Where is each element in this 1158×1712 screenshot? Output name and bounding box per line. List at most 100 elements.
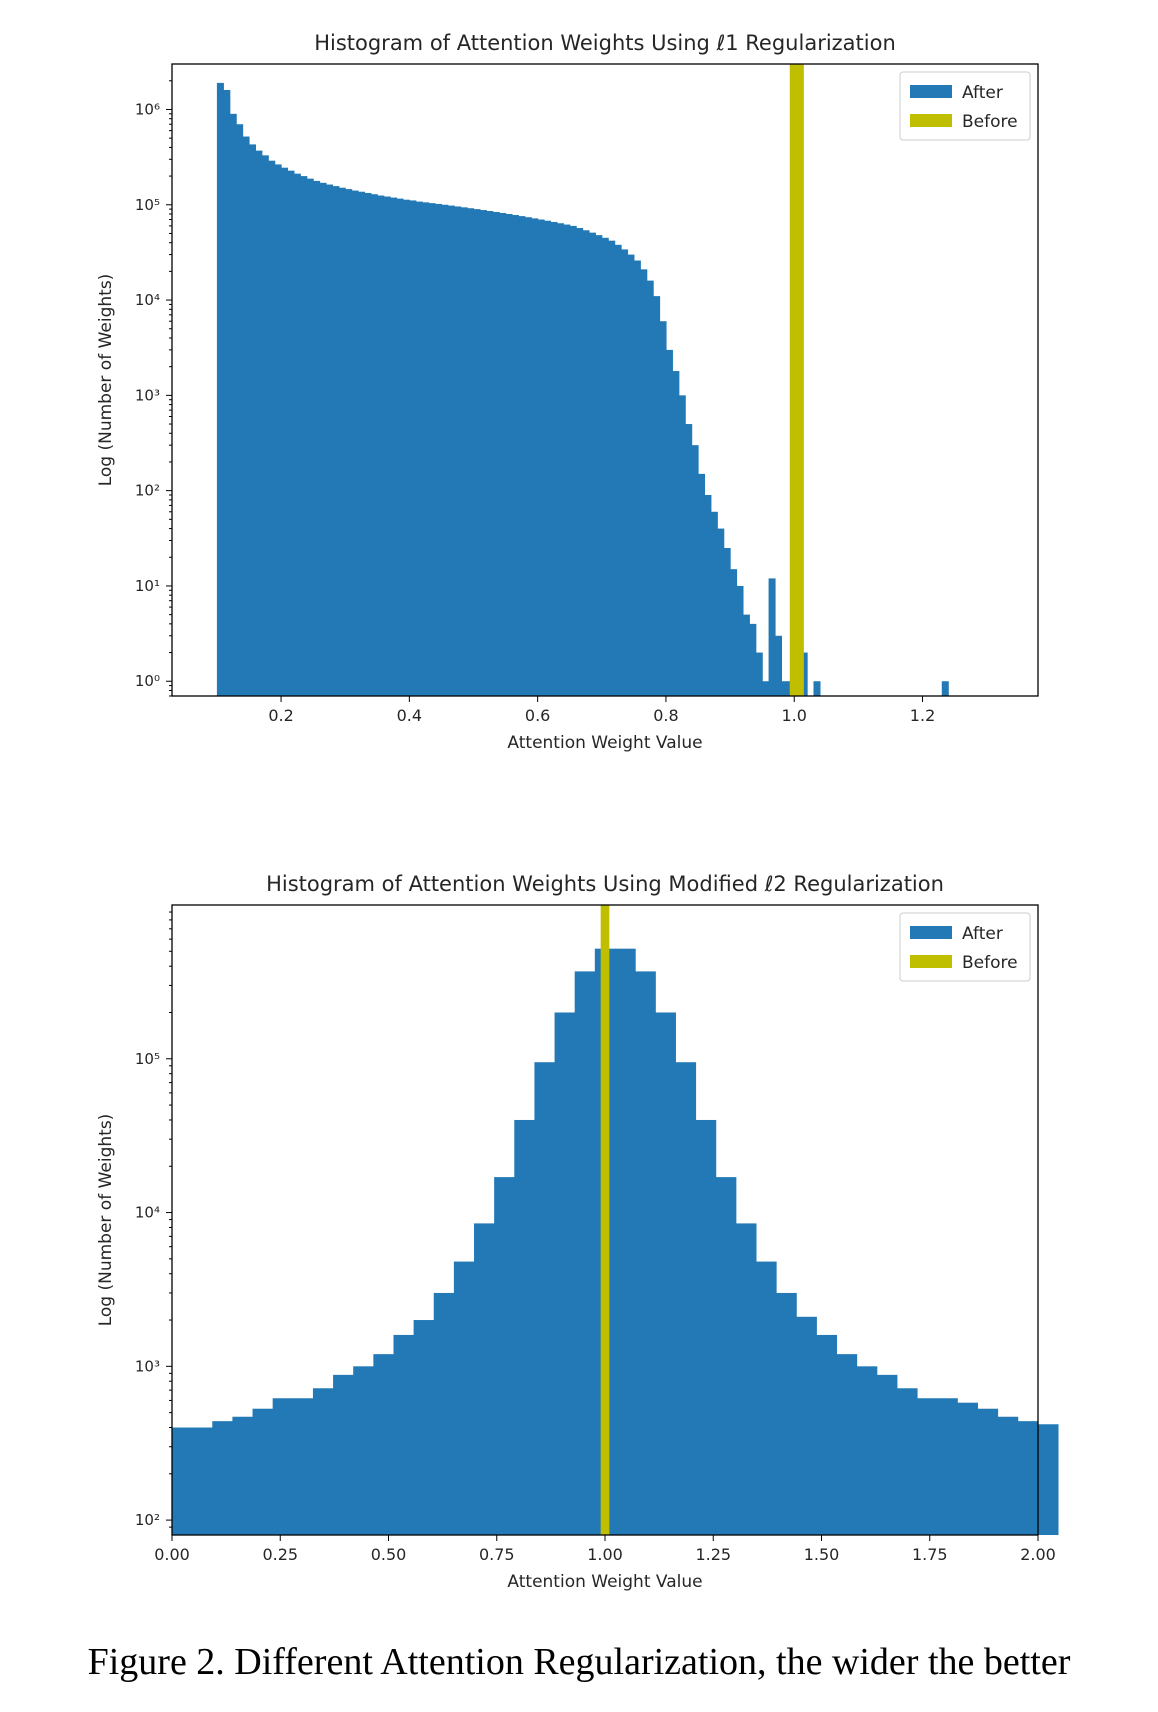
histogram-bar <box>762 681 770 696</box>
x-tick-label: 0.50 <box>371 1545 407 1564</box>
histogram-l1: 10⁰ 10¹ 10² 10³ 10⁴ 10⁵ 10⁶ 0.2 0.4 0.6 0.8 1.0 1.2 H… <box>96 31 1039 753</box>
x-tick-label: 0.00 <box>154 1545 190 1564</box>
legend-label-before: Before <box>962 112 1018 132</box>
y-tick-label: 10³ <box>135 1357 160 1375</box>
x-tick-label: 0.4 <box>397 706 422 725</box>
y-tick-label: 10⁴ <box>135 1204 160 1222</box>
figure-caption: Figure 2. Different Attention Regulariza… <box>87 1641 1071 1683</box>
y-tick-label: 10⁵ <box>135 196 160 214</box>
histogram-bar <box>531 218 539 697</box>
histogram-bar <box>816 1334 838 1535</box>
histogram-bar <box>576 228 584 696</box>
histogram-bar <box>402 199 410 696</box>
histogram-bar <box>216 82 224 696</box>
histogram-bar <box>646 280 654 696</box>
histogram-bar <box>665 349 673 696</box>
histogram-bar <box>556 223 564 697</box>
y-tick-label: 10¹ <box>135 577 160 595</box>
histogram-bar <box>306 178 314 696</box>
histogram-bar <box>492 211 500 697</box>
x-tick-label: 1.75 <box>912 1545 948 1564</box>
histogram-bar <box>675 1062 697 1535</box>
histogram-bar <box>518 216 526 696</box>
histogram-bar <box>415 201 423 696</box>
histogram-bar <box>319 182 327 697</box>
histogram-bar <box>856 1366 878 1535</box>
histogram-bar <box>292 1398 314 1535</box>
x-tick-label: 1.50 <box>804 1545 840 1564</box>
histogram-bar <box>698 473 706 696</box>
x-tick-label: 0.2 <box>268 706 293 725</box>
plot-frame <box>171 904 1039 1536</box>
histogram-bar <box>351 190 359 697</box>
histogram-bar <box>229 113 237 696</box>
histogram-bar <box>635 971 656 1535</box>
histogram-bar <box>957 1402 978 1535</box>
histogram-bar <box>232 1416 254 1535</box>
histogram-bar <box>383 196 391 696</box>
y-tick-label: 10³ <box>135 386 160 404</box>
histogram-bar <box>479 210 487 697</box>
legend-label-before: Before <box>962 953 1018 973</box>
x-tick-label: 0.8 <box>653 706 678 725</box>
histogram-bar <box>678 395 686 696</box>
histogram-bar <box>474 1223 495 1535</box>
histogram-bar <box>627 254 635 696</box>
histogram-bar <box>511 215 519 697</box>
histogram-bar <box>776 1292 797 1535</box>
histogram-bar <box>261 155 269 697</box>
histogram-bar <box>774 635 782 696</box>
histogram-bar <box>582 230 590 696</box>
histogram-bar <box>796 1316 817 1535</box>
histogram-bar <box>595 235 603 696</box>
histogram-bar <box>293 173 301 696</box>
histogram-bar <box>454 206 462 696</box>
histogram-bar <box>755 652 763 696</box>
histogram-bar <box>467 208 475 696</box>
histogram-bar <box>364 192 372 696</box>
histogram-bar <box>781 681 789 696</box>
histogram-bar <box>460 207 468 696</box>
histogram-bar <box>413 1320 435 1535</box>
histogram-bar <box>723 548 731 696</box>
histogram-bar <box>312 1388 334 1535</box>
x-tick-label: 1.0 <box>782 706 807 725</box>
y-axis-label: Log (Number of Weights) <box>96 1114 116 1327</box>
x-tick-label: 0.25 <box>262 1545 298 1564</box>
histogram-bar <box>453 1261 475 1535</box>
histogram-bar <box>659 321 667 696</box>
y-tick-label: 10⁶ <box>135 100 160 118</box>
histogram-bar <box>836 1354 858 1535</box>
histogram-bar <box>313 180 321 696</box>
histogram-bar <box>717 528 725 696</box>
legend-swatch-before <box>910 955 952 968</box>
histogram-bar <box>514 1119 536 1535</box>
histogram-bar <box>672 371 680 696</box>
histogram-bar <box>281 167 289 696</box>
x-tick-label: 1.00 <box>587 1545 623 1564</box>
histogram-bar <box>614 948 636 1535</box>
histogram-bar <box>494 1177 515 1535</box>
histogram-bar <box>813 681 821 696</box>
histogram-bar <box>333 1374 354 1535</box>
histogram-bar <box>242 136 250 696</box>
histogram-bar <box>274 164 282 696</box>
y-tick-label: 10² <box>135 1511 160 1529</box>
histogram-bar <box>800 652 808 696</box>
histogram-bar <box>393 1334 415 1535</box>
histogram-bar <box>977 1408 999 1535</box>
y-tick-label: 10⁰ <box>135 672 160 690</box>
histogram-bar <box>704 495 712 696</box>
histogram-bar <box>345 189 353 696</box>
histogram-bar <box>653 296 661 696</box>
histogram-bar <box>768 578 776 696</box>
histogram-bar <box>876 1374 898 1535</box>
histogram-bar <box>601 237 609 696</box>
y-tick-label: 10⁴ <box>135 291 160 309</box>
histogram-bar <box>390 197 398 696</box>
histogram-bar <box>614 244 622 696</box>
histogram-bar <box>428 203 436 696</box>
histogram-bar <box>358 191 366 697</box>
legend-swatch-after <box>910 926 952 939</box>
legend-swatch-before <box>910 114 952 127</box>
